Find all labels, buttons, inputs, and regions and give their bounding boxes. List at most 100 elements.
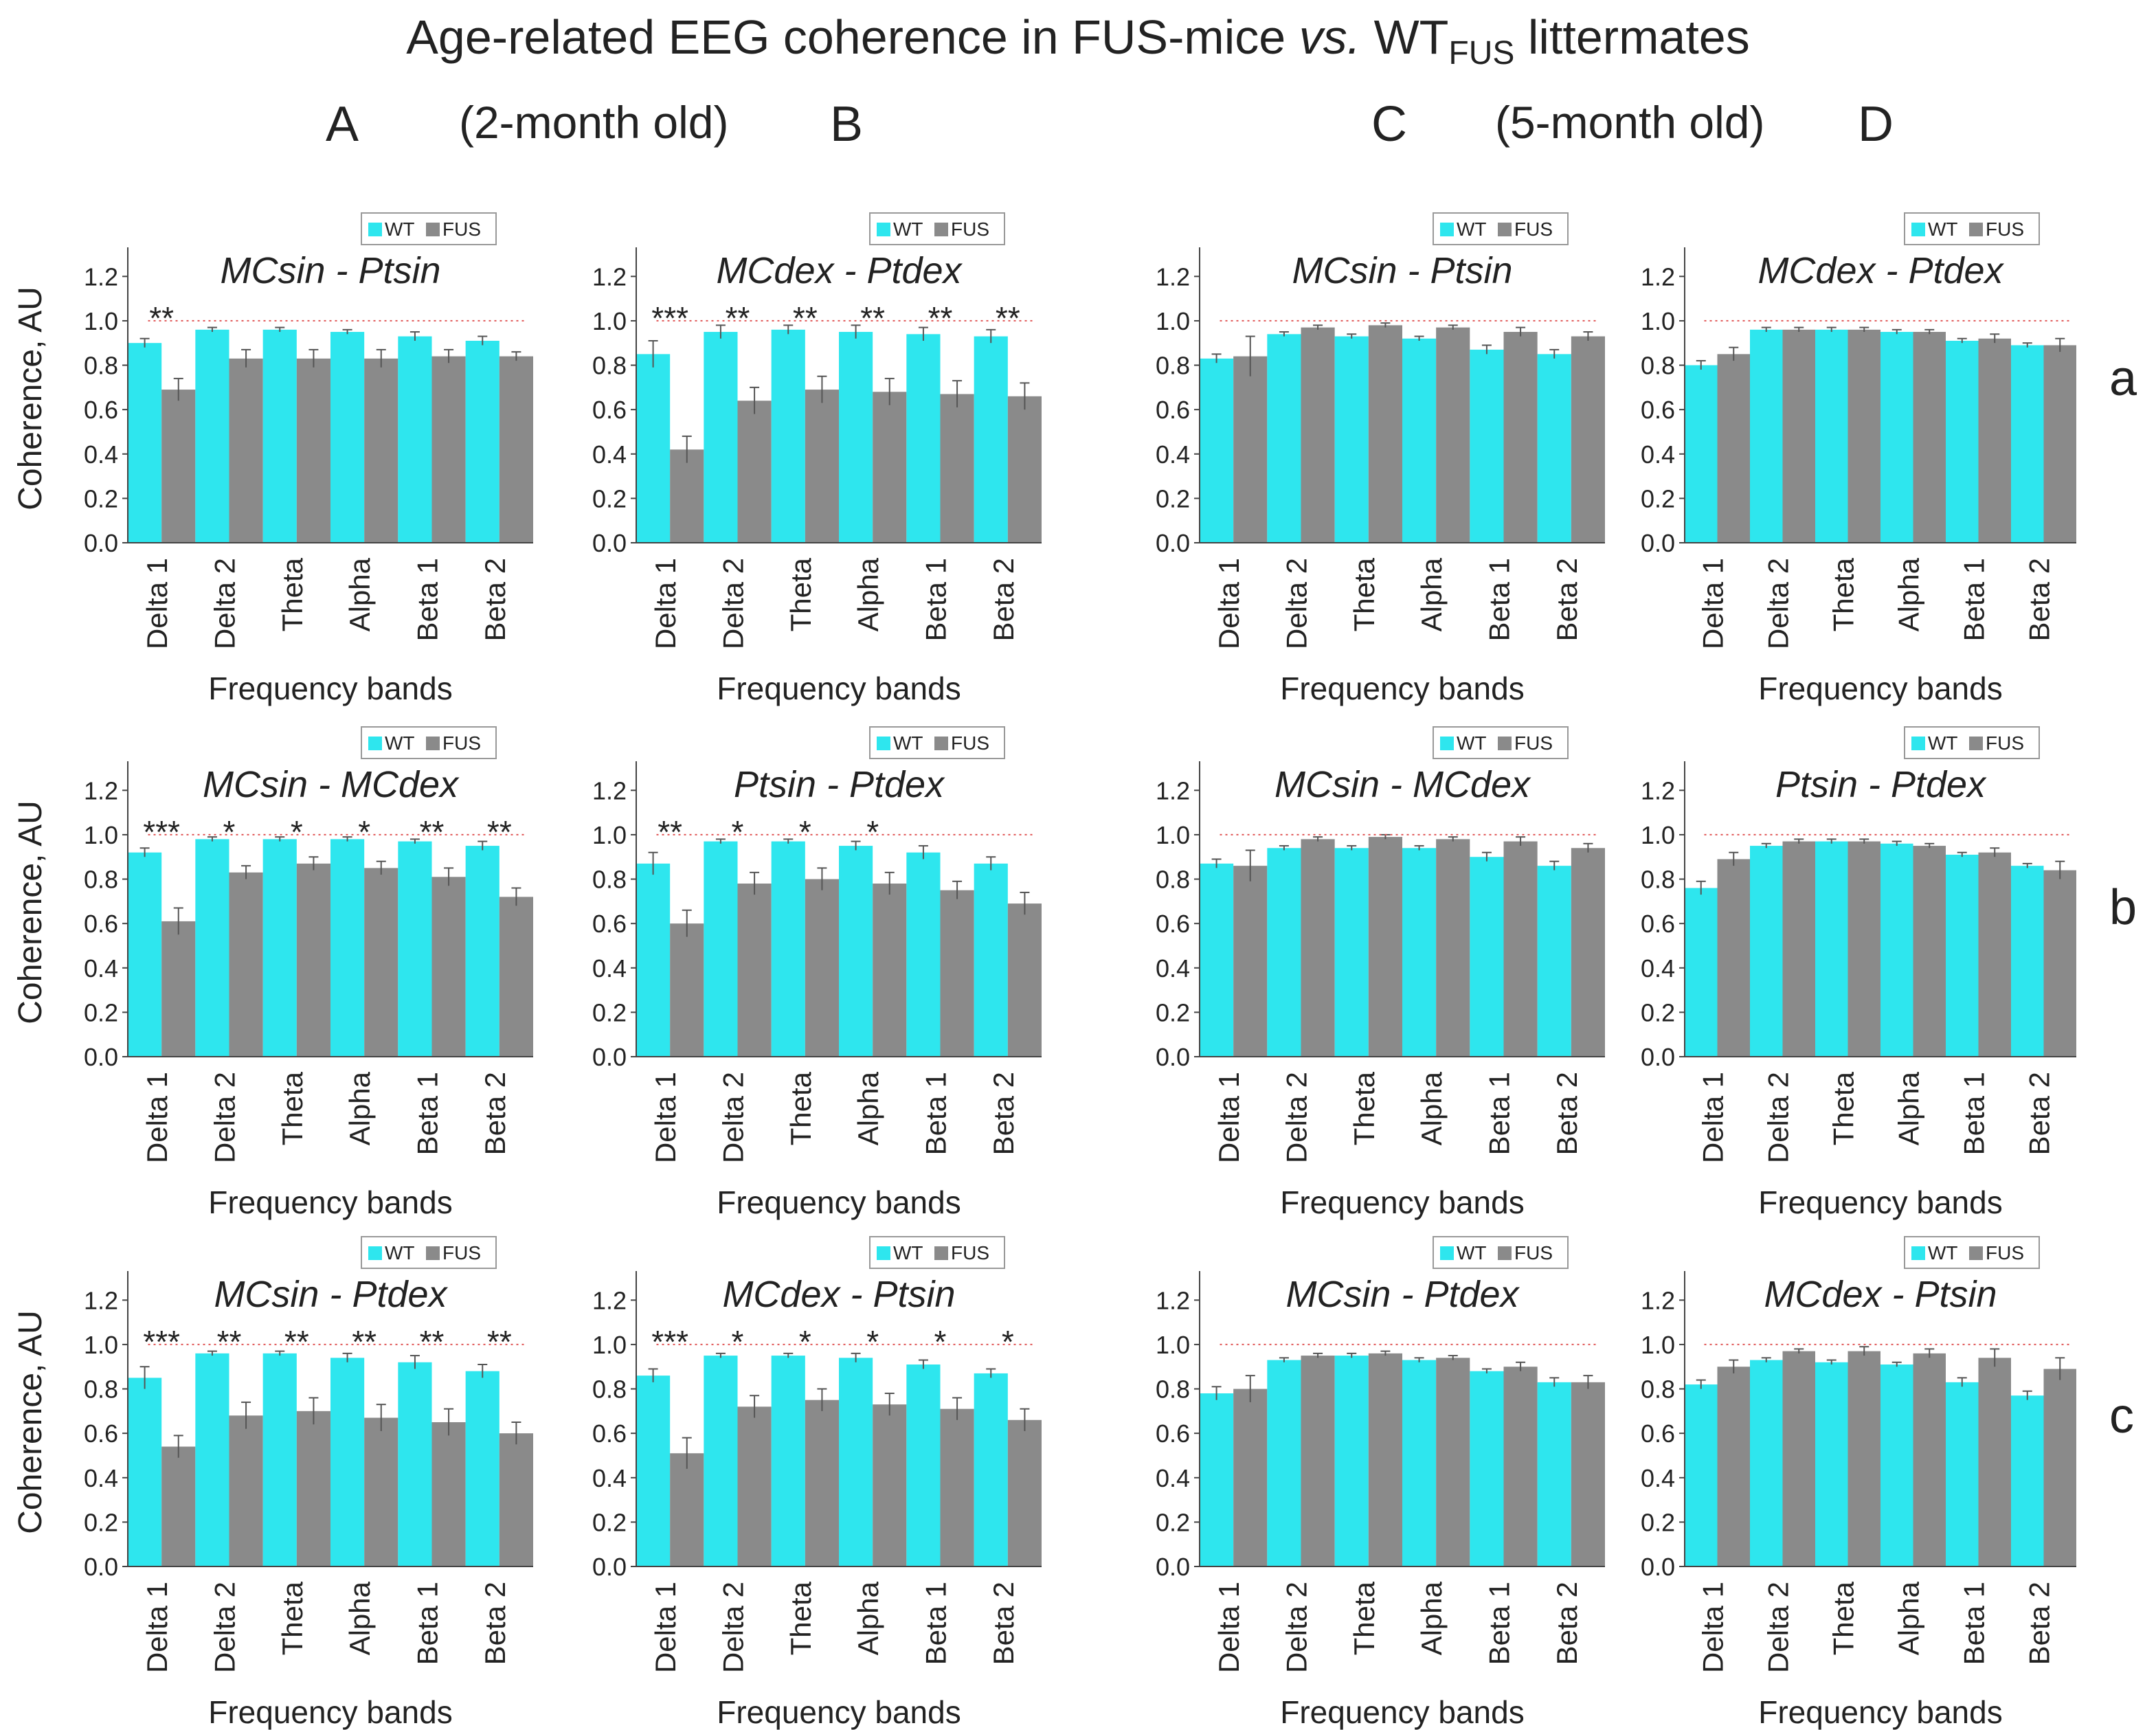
legend-label-fus: FUS (1514, 1242, 1553, 1263)
bar-wt (330, 1358, 365, 1566)
x-axis-label: Frequency bands (208, 671, 452, 706)
bar-fus (296, 358, 330, 543)
bar-fus (1913, 1353, 1946, 1566)
bar-fus (1717, 1367, 1750, 1566)
legend-label-wt: WT (385, 218, 415, 240)
category-label: Theta (276, 557, 308, 631)
significance-marker: ** (928, 300, 953, 336)
y-tick-label: 0.8 (84, 352, 118, 380)
category-label: Theta (1828, 1071, 1860, 1145)
row-letter-c: c (2109, 1389, 2134, 1443)
age-label-5-month: (5-month old) (1495, 97, 1765, 148)
chart-panel-ac: 0.0 0.2 0.4 0.6 0.8 1.0 1.2 Delta 1 *** Delta 2 **… (12, 1236, 533, 1730)
category-label: Delta 1 (141, 1582, 173, 1673)
chart-panel-dc: 0.0 0.2 0.4 0.6 0.8 1.0 1.2 Delta 1 Delta 2 Theta… (1641, 1236, 2076, 1730)
y-tick-label: 1.2 (592, 1286, 627, 1314)
bar-fus (1571, 848, 1605, 1057)
category-label: Beta 2 (2023, 1072, 2056, 1155)
bar-wt (195, 329, 229, 543)
x-axis-label: Frequency bands (208, 1184, 452, 1220)
bar-fus (873, 392, 907, 543)
bar-fus (1782, 329, 1815, 543)
y-axis-label: Coherence, AU (12, 800, 49, 1024)
bar-wt (1685, 888, 1718, 1057)
bar-wt (636, 1375, 671, 1566)
bar-wt (1685, 1384, 1718, 1566)
panel-title: MCdex - Ptsin (722, 1274, 955, 1315)
chart-panel-ba: 0.0 0.2 0.4 0.6 0.8 1.0 1.2 Delta 1 *** Delta 2 **… (592, 212, 1042, 706)
legend-swatch-fus (426, 223, 440, 236)
bar-fus (737, 884, 772, 1057)
y-tick-label: 0.8 (1641, 352, 1675, 380)
y-tick-label: 1.2 (84, 1286, 118, 1314)
bar-wt (1880, 332, 1913, 543)
legend-swatch-fus (934, 737, 948, 750)
y-axis-label: Coherence, AU (12, 287, 49, 510)
bar-fus (499, 1433, 533, 1566)
bar-wt (2011, 1395, 2044, 1566)
category-label: Theta (1348, 557, 1380, 631)
y-tick-label: 0.4 (84, 954, 118, 982)
legend-swatch-wt (368, 1246, 382, 1260)
legend-swatch-fus (426, 1246, 440, 1260)
bar-wt (1537, 866, 1571, 1057)
bar-wt (1267, 334, 1301, 543)
panel-title: Ptsin - Ptdex (1775, 764, 1987, 805)
chart-panel-da: 0.0 0.2 0.4 0.6 0.8 1.0 1.2 Delta 1 Delta 2 Theta… (1641, 212, 2076, 706)
x-axis-label: Frequency bands (717, 671, 961, 706)
bar-fus (364, 358, 398, 543)
bar-wt (195, 1353, 229, 1566)
y-tick-label: 1.0 (592, 1331, 627, 1359)
legend-swatch-fus (1969, 223, 1983, 236)
y-tick-label: 1.2 (1641, 262, 1675, 291)
legend-label-fus: FUS (1514, 732, 1553, 754)
bar-wt (465, 341, 499, 543)
bar-wt (1402, 1360, 1437, 1566)
legend-swatch-wt (1440, 223, 1454, 236)
category-label: Beta 2 (987, 1582, 1020, 1665)
significance-marker: * (1002, 1324, 1014, 1360)
legend-label-fus: FUS (442, 732, 481, 754)
bar-fus (1848, 1351, 1880, 1566)
row-letter-a: a (2109, 351, 2137, 406)
legend-label-wt: WT (1928, 218, 1958, 240)
page-title: Age-related EEG coherence in FUS-mice vs… (0, 10, 2156, 72)
y-tick-label: 0.2 (1156, 1508, 1190, 1536)
bar-wt (398, 841, 432, 1057)
y-tick-label: 0.2 (592, 484, 627, 513)
bar-fus (499, 356, 533, 543)
legend-label-wt: WT (893, 218, 923, 240)
y-tick-label: 1.2 (592, 776, 627, 805)
bar-wt (1334, 848, 1369, 1057)
y-tick-label: 0.6 (1641, 910, 1675, 938)
bar-wt (704, 841, 738, 1057)
x-axis-label: Frequency bands (1280, 671, 1524, 706)
significance-marker: * (866, 1324, 879, 1360)
bar-wt (974, 863, 1008, 1057)
bar-wt (771, 841, 805, 1057)
legend-box (1904, 726, 2040, 759)
category-label: Alpha (344, 1581, 376, 1655)
category-label: Beta 2 (1551, 558, 1583, 641)
legend-swatch-fus (934, 1246, 948, 1260)
legend-label-fus: FUS (1986, 732, 2024, 754)
y-tick-label: 0.4 (1156, 954, 1190, 982)
bar-fus (1436, 327, 1470, 543)
y-tick-label: 0.6 (1156, 396, 1190, 424)
bar-fus (499, 897, 533, 1057)
bar-fus (805, 390, 839, 543)
y-tick-label: 0.8 (1641, 1375, 1675, 1404)
category-label: Delta 1 (1697, 1582, 1729, 1673)
category-label: Theta (1828, 1581, 1860, 1655)
panel-title: MCsin - MCdex (203, 764, 460, 805)
y-tick-label: 0.8 (84, 866, 118, 894)
category-label: Delta 1 (1213, 1072, 1245, 1163)
bar-wt (1470, 349, 1504, 543)
legend-swatch-wt (1911, 737, 1925, 750)
y-tick-label: 1.0 (1641, 821, 1675, 849)
legend-label-wt: WT (893, 1242, 923, 1263)
y-tick-label: 1.2 (592, 262, 627, 291)
category-label: Beta 1 (1958, 558, 1990, 641)
y-tick-label: 0.2 (1641, 1508, 1675, 1536)
bar-fus (670, 1453, 704, 1566)
